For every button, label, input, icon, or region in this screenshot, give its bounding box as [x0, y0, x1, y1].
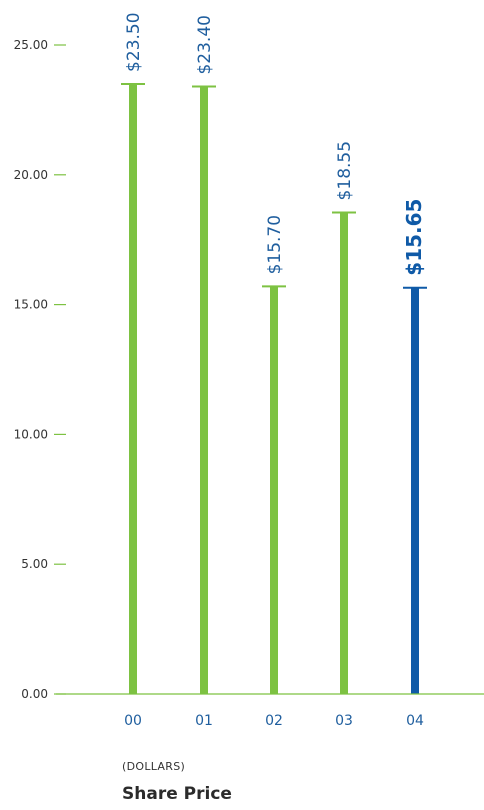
x-axis: 00 01 02 03 04	[56, 693, 484, 729]
x-tick-label-03: 03	[335, 713, 353, 729]
x-tick-label-04: 04	[406, 713, 424, 729]
data-label-03: $18.55	[335, 141, 355, 200]
unit-label: (DOLLARS)	[122, 760, 186, 773]
bar-02	[270, 286, 278, 694]
data-label-00: $23.50	[124, 12, 144, 71]
bar-01	[200, 86, 208, 694]
chart-title: Share Price	[122, 784, 232, 804]
data-label-02: $15.70	[265, 215, 285, 274]
share-price-chart: 0.00 5.00 10.00 15.00 20.00 25.00 $23.50 $23.4…	[14, 12, 484, 729]
bar-04	[411, 287, 419, 694]
data-label-04: $15.65	[402, 199, 426, 276]
bar-00	[129, 83, 137, 694]
y-axis: 0.00 5.00 10.00 15.00 20.00 25.00	[14, 38, 66, 701]
y-tick-label: 20.00	[14, 168, 48, 182]
data-label-01: $23.40	[195, 15, 215, 74]
y-tick-label: 25.00	[14, 38, 48, 52]
y-tick-label: 5.00	[21, 557, 48, 571]
x-tick-label-01: 01	[195, 713, 213, 729]
y-tick-label: 10.00	[14, 427, 48, 441]
y-tick-label: 0.00	[21, 687, 48, 701]
bars-group: $23.50 $23.40 $15.70 $18.55 $15.65	[121, 12, 427, 694]
bar-03	[340, 212, 348, 694]
x-tick-label-02: 02	[265, 713, 283, 729]
x-tick-label-00: 00	[124, 713, 142, 729]
y-tick-label: 15.00	[14, 298, 48, 312]
